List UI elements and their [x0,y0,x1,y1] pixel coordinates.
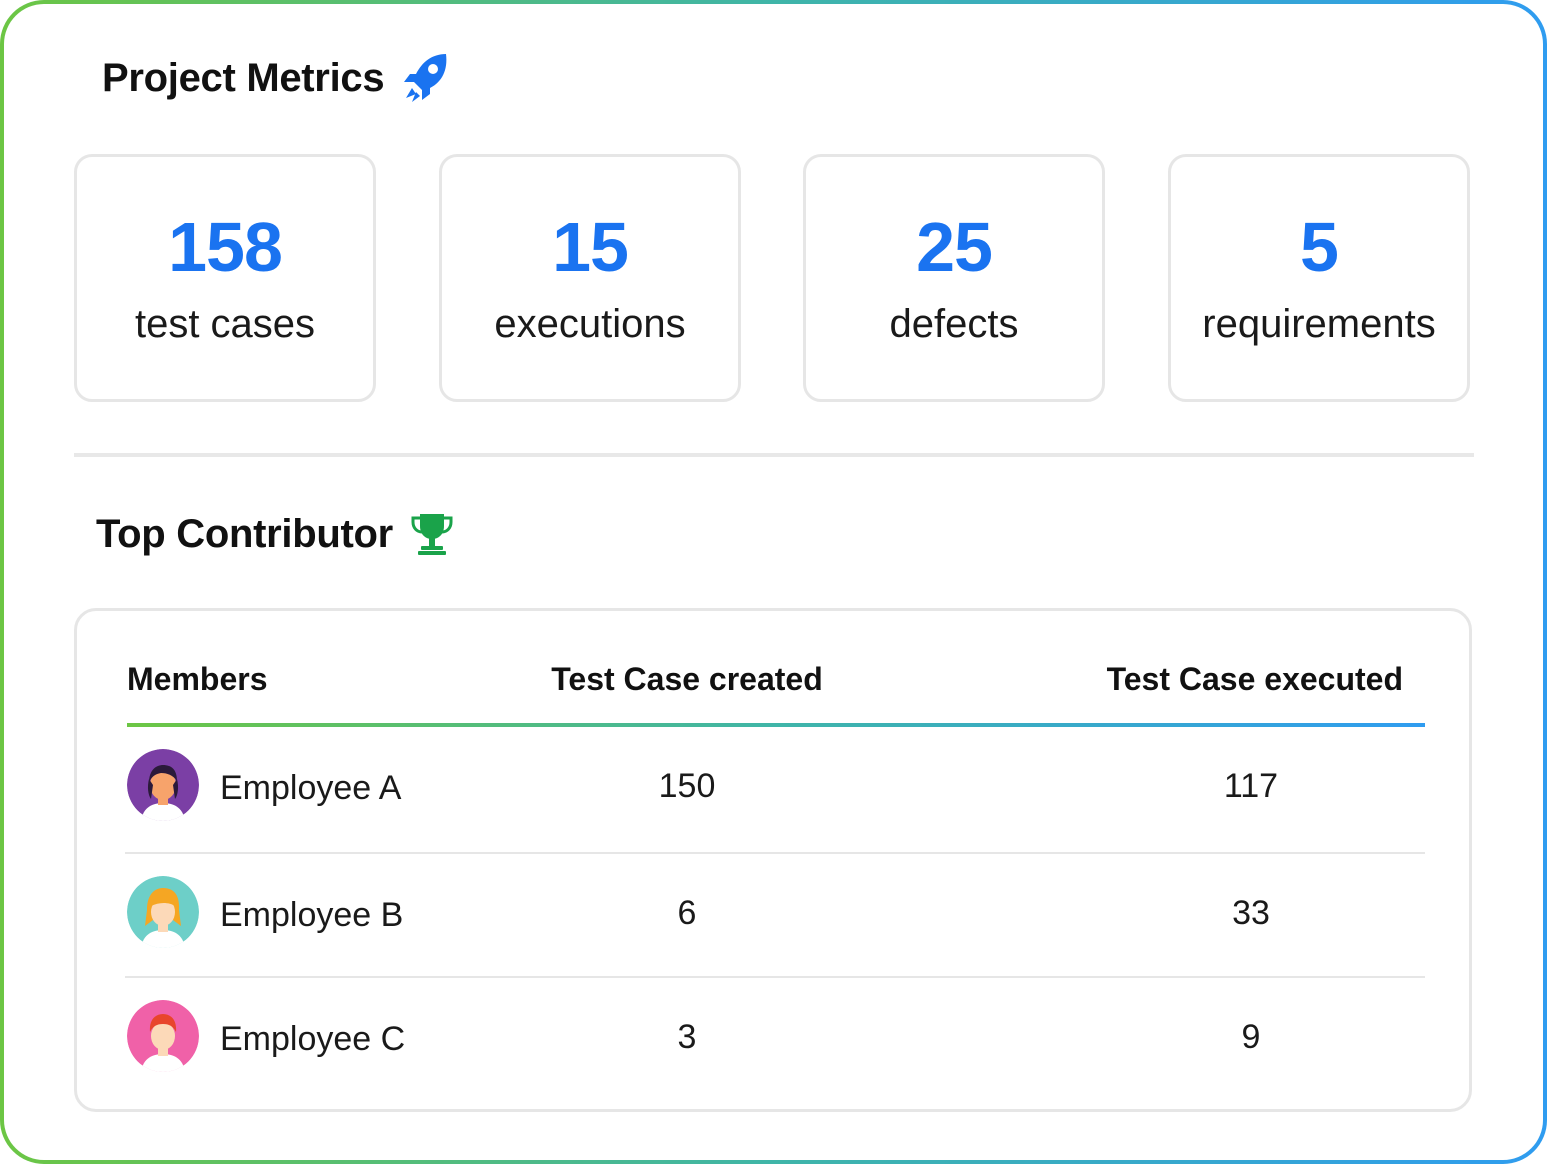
test-case-created-value: 6 [677,894,697,932]
project-metrics-title-text: Project Metrics [102,55,385,100]
column-header-members: Members [127,661,268,697]
table-row: Employee A 150 117 [125,727,1425,851]
test-case-executed-value: 33 [1232,894,1270,932]
test-case-executed-value: 117 [1223,767,1279,805]
dashboard-panel: Project Metrics 158 test cases 15 execut… [4,4,1543,1160]
section-divider [74,453,1474,457]
metric-value: 15 [552,208,629,286]
test-case-created-value: 150 [658,767,716,805]
metric-card-test-cases: 158 test cases [74,154,376,402]
member-name: Employee B [220,896,404,934]
table-row: Employee B 6 33 [125,852,1425,976]
metric-value: 5 [1300,208,1339,286]
top-contributor-title-text: Top Contributor [96,511,393,556]
metric-card-defects: 25 defects [803,154,1105,402]
member-name: Employee A [220,769,402,807]
metric-card-requirements: 5 requirements [1168,154,1470,402]
header-gradient-rule [127,723,1425,727]
metric-label: test cases [134,302,316,346]
rocket-icon [402,52,450,104]
avatar [127,876,199,948]
avatar [127,1000,199,1072]
metric-label: requirements [1202,302,1436,346]
trophy-icon [411,512,453,556]
metric-card-executions: 15 executions [439,154,741,402]
avatar [127,749,199,821]
table-row: Employee C 3 9 [125,976,1425,1100]
test-case-executed-value: 9 [1241,1018,1261,1056]
contributor-table: Members Test Case created Test Case exec… [74,608,1472,1112]
column-header-test-case-created: Test Case created [551,661,823,697]
metric-value: 25 [916,208,993,286]
metric-value: 158 [168,208,283,286]
metric-label: defects [889,302,1019,346]
metric-label: executions [494,302,686,346]
top-contributor-title: Top Contributor [96,504,453,564]
project-metrics-title: Project Metrics [102,48,450,108]
test-case-created-value: 3 [677,1018,697,1056]
member-name: Employee C [220,1020,406,1058]
column-header-test-case-executed: Test Case executed [1106,661,1403,697]
